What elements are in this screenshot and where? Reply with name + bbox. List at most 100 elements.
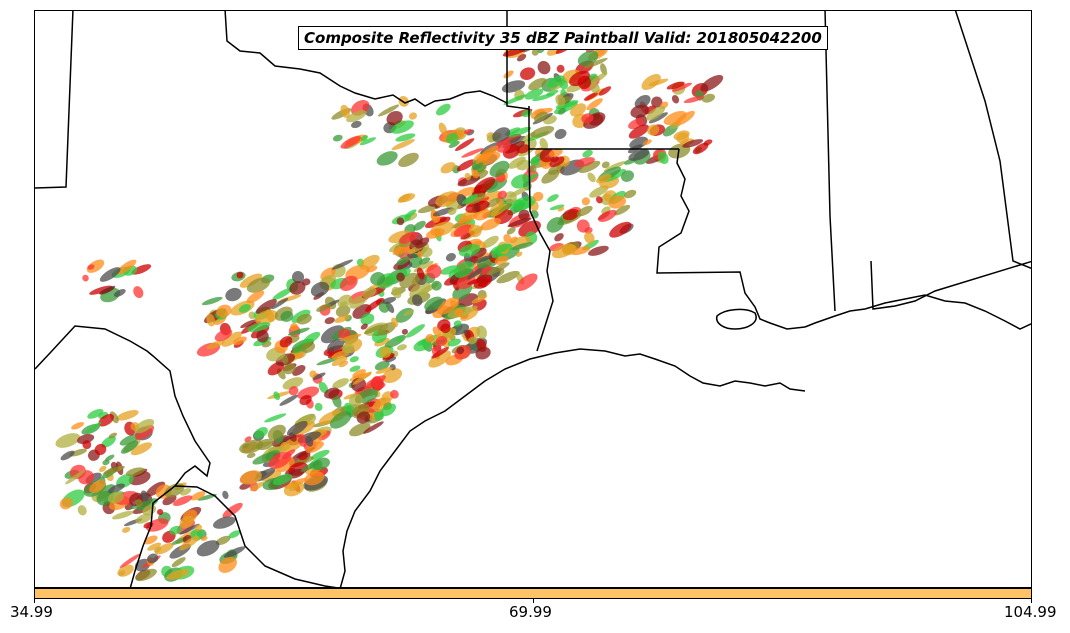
paintball-blob xyxy=(609,221,632,238)
paintball-blob xyxy=(99,465,107,473)
paintball-blob xyxy=(119,433,141,446)
paintball-blob xyxy=(85,421,102,434)
paintball-blob xyxy=(378,301,390,313)
paintball-blob xyxy=(386,110,403,126)
paintball-blob xyxy=(396,217,405,226)
paintball-blob xyxy=(478,145,499,161)
paintball-blob xyxy=(629,136,649,149)
paintball-blob xyxy=(530,108,545,119)
paintball-blob xyxy=(438,122,448,136)
paintball-blob xyxy=(349,365,361,372)
paintball-blob xyxy=(301,341,316,353)
paintball-blob xyxy=(490,203,508,217)
paintball-blob xyxy=(310,281,330,297)
paintball-blob xyxy=(464,172,472,181)
paintball-blob xyxy=(339,275,358,291)
paintball-blob xyxy=(223,546,246,558)
paintball-blob xyxy=(454,308,464,317)
paintball-blob xyxy=(247,322,271,332)
paintball-blob xyxy=(82,440,92,450)
paintball-blob xyxy=(570,103,587,117)
paintball-blob xyxy=(403,309,415,317)
paintball-blob xyxy=(428,350,452,368)
paintball-blob xyxy=(267,424,286,440)
paintball-blob xyxy=(352,371,372,385)
paintball-blob xyxy=(391,139,415,151)
paintball-blob xyxy=(335,305,351,318)
paintball-blob xyxy=(457,214,478,224)
state-border-layer xyxy=(35,11,1031,587)
paintball-blob xyxy=(381,296,397,304)
paintball-blob xyxy=(557,206,565,212)
paintball-blob xyxy=(549,156,565,168)
paintball-blob xyxy=(98,413,114,427)
paintball-blob xyxy=(683,95,704,104)
paintball-blob xyxy=(218,556,237,573)
paintball-blob xyxy=(471,169,480,179)
paintball-blob xyxy=(401,328,408,335)
paintball-blob xyxy=(420,247,433,258)
paintball-blob xyxy=(348,393,363,407)
paintball-blob xyxy=(431,347,449,359)
paintball-blob xyxy=(458,243,481,257)
paintball-blob xyxy=(413,220,426,231)
paintball-blob xyxy=(363,324,384,335)
paintball-blob xyxy=(388,230,412,244)
paintball-blob xyxy=(473,255,493,264)
paintball-blob xyxy=(537,60,551,75)
paintball-blob xyxy=(332,134,343,142)
paintball-blob xyxy=(253,427,268,439)
paintball-blob xyxy=(682,139,704,148)
paintball-blob xyxy=(279,394,298,406)
paintball-blob xyxy=(503,234,512,244)
border-al-ga xyxy=(954,11,1031,270)
paintball-blob xyxy=(663,110,687,126)
paintball-blob xyxy=(532,191,544,202)
paintball-blob xyxy=(391,286,402,299)
paintball-blob xyxy=(341,343,355,354)
paintball-blob xyxy=(222,490,229,500)
paintball-blob xyxy=(385,356,397,363)
coastline-louisiana xyxy=(804,294,1031,330)
paintball-blob xyxy=(255,299,277,314)
paintball-blob xyxy=(214,328,233,342)
paintball-blob xyxy=(87,264,95,270)
paintball-blob xyxy=(595,196,603,204)
paintball-blob xyxy=(624,189,637,199)
paintball-blob xyxy=(508,186,529,198)
paintball-blob xyxy=(331,259,354,270)
paintball-blob xyxy=(55,433,81,448)
paintball-blob xyxy=(506,227,516,235)
paintball-blob xyxy=(554,233,564,242)
paintball-blob xyxy=(628,124,649,139)
paintball-blob xyxy=(146,481,166,497)
paintball-blob xyxy=(486,197,501,208)
paintball-blob xyxy=(447,338,461,347)
paintball-blob xyxy=(409,282,431,299)
paintball-blob xyxy=(154,542,174,555)
paintball-blob xyxy=(464,129,473,135)
paintball-blob xyxy=(588,245,609,256)
paintball-blob xyxy=(196,540,220,557)
paintball-blob xyxy=(98,286,115,295)
paintball-blob xyxy=(547,75,565,88)
paintball-blob xyxy=(248,311,256,320)
paintball-blob xyxy=(486,262,510,276)
paintball-blob xyxy=(435,335,448,347)
paintball-blob xyxy=(312,457,330,471)
paintball-blob xyxy=(554,128,567,140)
colorbar xyxy=(34,588,1032,599)
paintball-blob xyxy=(131,264,152,275)
paintball-blob xyxy=(445,252,456,262)
paintball-blob xyxy=(240,319,258,329)
paintball-blob xyxy=(113,289,126,297)
paintball-blob xyxy=(497,190,507,200)
paintball-blob xyxy=(135,568,157,582)
paintball-blob xyxy=(492,127,511,143)
paintball-blob xyxy=(379,346,392,358)
paintball-blob xyxy=(282,363,296,375)
paintball-blob xyxy=(286,420,308,437)
paintball-blob xyxy=(324,317,335,325)
paintball-blob xyxy=(530,156,540,166)
paintball-blob xyxy=(206,313,216,327)
